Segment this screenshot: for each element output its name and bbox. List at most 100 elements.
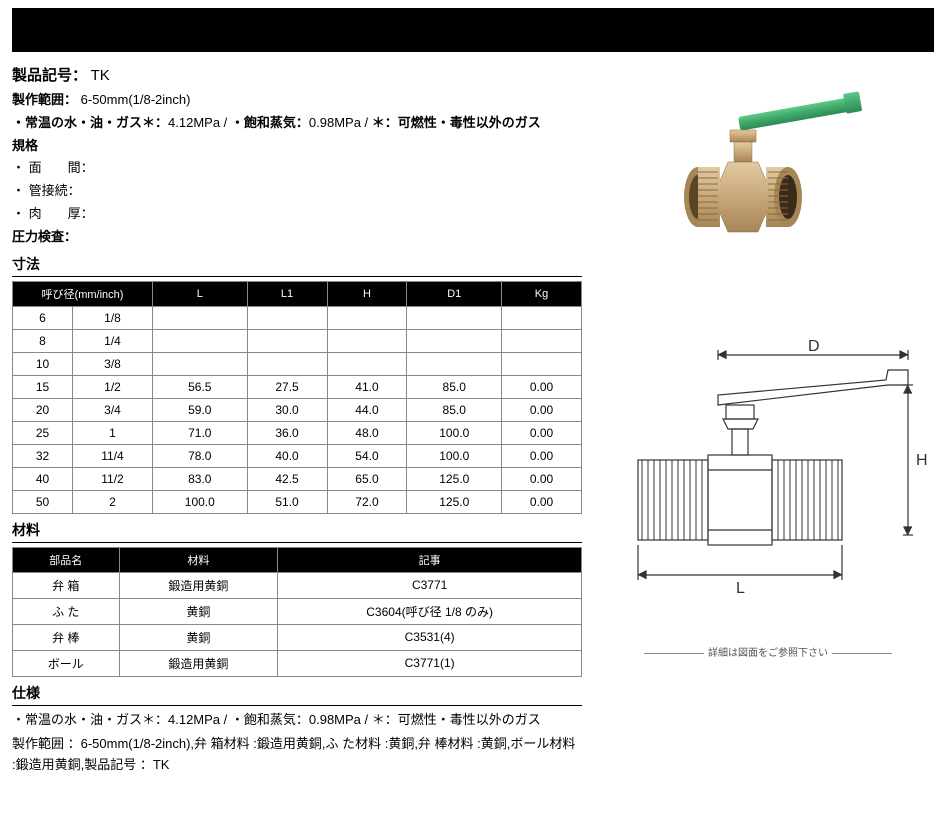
cell-Kg: 0.00 — [502, 467, 582, 490]
cell-inch: 1 — [73, 421, 153, 444]
spec-conn: ・ 管接続： — [12, 181, 582, 202]
table-row: 3211/478.040.054.0100.00.00 — [13, 444, 582, 467]
cell-material: 黄銅 — [119, 624, 278, 650]
range-line: 製作範囲： 6-50mm(1/8-2inch) — [12, 90, 582, 111]
table-row: 502100.051.072.0125.00.00 — [13, 490, 582, 513]
right-column: D H L 詳細は図面をご参照下さい — [602, 62, 934, 780]
cell-mm: 15 — [13, 375, 73, 398]
dim-h5: Kg — [502, 281, 582, 306]
cell-inch: 1/8 — [73, 306, 153, 329]
cell-inch: 3/8 — [73, 352, 153, 375]
cell-note: C3771 — [278, 572, 582, 598]
cell-D1 — [407, 352, 502, 375]
cell-mm: 20 — [13, 398, 73, 421]
table-row: 203/459.030.044.085.00.00 — [13, 398, 582, 421]
cell-mm: 32 — [13, 444, 73, 467]
cell-L1: 42.5 — [247, 467, 327, 490]
header-black-bar — [12, 8, 934, 52]
cell-part: ボール — [13, 650, 120, 676]
spec-line1: ・常温の水・油・ガス＊：4.12MPa / ・飽和蒸気：0.98MPa / ＊：… — [12, 710, 582, 731]
cell-mm: 40 — [13, 467, 73, 490]
cell-L — [153, 352, 248, 375]
pressure-line: ・常温の水・油・ガス＊：4.12MPa / ・飽和蒸気：0.98MPa / ＊：… — [12, 113, 582, 134]
cell-H — [327, 352, 407, 375]
cell-D1: 125.0 — [407, 467, 502, 490]
dimension-table: 呼び径(mm/inch) L L1 H D1 Kg 61/881/4103/81… — [12, 281, 582, 514]
cell-L: 56.5 — [153, 375, 248, 398]
cell-D1 — [407, 329, 502, 352]
cell-material: 鍛造用黄銅 — [119, 572, 278, 598]
cell-part: 弁 棒 — [13, 624, 120, 650]
cell-L1: 27.5 — [247, 375, 327, 398]
cell-L: 59.0 — [153, 398, 248, 421]
cell-H: 65.0 — [327, 467, 407, 490]
cell-L — [153, 306, 248, 329]
cell-note: C3531(4) — [278, 624, 582, 650]
table-row: 61/8 — [13, 306, 582, 329]
spec-header: 規格 — [12, 136, 582, 157]
mat-title: 材料 — [12, 520, 582, 543]
dim-h0: 呼び径(mm/inch) — [13, 281, 153, 306]
product-code: TK — [91, 67, 110, 84]
cell-D1 — [407, 306, 502, 329]
cell-L1: 30.0 — [247, 398, 327, 421]
dim-h2: L1 — [247, 281, 327, 306]
cell-Kg — [502, 352, 582, 375]
diagram-caption: 詳細は図面をご参照下さい — [640, 644, 896, 659]
cell-mm: 8 — [13, 329, 73, 352]
cell-L1 — [247, 306, 327, 329]
spec-thick: ・ 肉 厚： — [12, 204, 582, 225]
product-code-line: 製品記号： TK — [12, 64, 582, 88]
cell-L: 100.0 — [153, 490, 248, 513]
table-row: ふ た黄銅C3604(呼び径 1/8 のみ) — [13, 598, 582, 624]
cell-note: C3604(呼び径 1/8 のみ) — [278, 598, 582, 624]
cell-H: 48.0 — [327, 421, 407, 444]
cell-L: 71.0 — [153, 421, 248, 444]
cell-L: 83.0 — [153, 467, 248, 490]
cell-H: 44.0 — [327, 398, 407, 421]
cell-Kg — [502, 306, 582, 329]
dim-title: 寸法 — [12, 254, 582, 277]
pressure-val-1: 4.12MPa / — [168, 115, 231, 130]
table-row: 81/4 — [13, 329, 582, 352]
cell-material: 黄銅 — [119, 598, 278, 624]
cell-L — [153, 329, 248, 352]
cell-H — [327, 306, 407, 329]
pressure-label-2: ・飽和蒸気： — [231, 115, 309, 130]
cell-part: 弁 箱 — [13, 572, 120, 598]
range-label: 製作範囲： — [12, 92, 77, 107]
cell-material: 鍛造用黄銅 — [119, 650, 278, 676]
product-code-label: 製品記号： — [12, 67, 87, 84]
cell-D1: 85.0 — [407, 375, 502, 398]
table-row: 151/256.527.541.085.00.00 — [13, 375, 582, 398]
cell-H: 41.0 — [327, 375, 407, 398]
cell-D1: 100.0 — [407, 421, 502, 444]
table-row: 4011/283.042.565.0125.00.00 — [13, 467, 582, 490]
mat-h1: 材料 — [119, 547, 278, 572]
cell-L1 — [247, 329, 327, 352]
cell-L1: 40.0 — [247, 444, 327, 467]
diagram-caption-text: 詳細は図面をご参照下さい — [708, 648, 828, 659]
spec-title: 仕様 — [12, 683, 582, 706]
cell-L1: 36.0 — [247, 421, 327, 444]
cell-L: 78.0 — [153, 444, 248, 467]
dim-h1: L — [153, 281, 248, 306]
left-column: 製品記号： TK 製作範囲： 6-50mm(1/8-2inch) ・常温の水・油… — [12, 62, 582, 780]
cell-Kg: 0.00 — [502, 375, 582, 398]
mat-h0: 部品名 — [13, 547, 120, 572]
pressure-val-2: 0.98MPa / — [309, 115, 372, 130]
cell-H: 54.0 — [327, 444, 407, 467]
cell-inch: 1/4 — [73, 329, 153, 352]
diagram-label-h: H — [916, 452, 928, 469]
cell-inch: 3/4 — [73, 398, 153, 421]
cell-D1: 85.0 — [407, 398, 502, 421]
diagram-label-d: D — [808, 338, 820, 355]
range-value: 6-50mm(1/8-2inch) — [81, 92, 191, 107]
cell-inch: 1/2 — [73, 375, 153, 398]
spec-line2: 製作範囲 ：6-50mm(1/8-2inch),弁 箱材料 :鍛造用黄銅,ふ た… — [12, 734, 582, 776]
cell-D1: 100.0 — [407, 444, 502, 467]
cell-Kg: 0.00 — [502, 398, 582, 421]
table-row: 25171.036.048.0100.00.00 — [13, 421, 582, 444]
pressure-test: 圧力検査： — [12, 227, 582, 248]
cell-part: ふ た — [13, 598, 120, 624]
